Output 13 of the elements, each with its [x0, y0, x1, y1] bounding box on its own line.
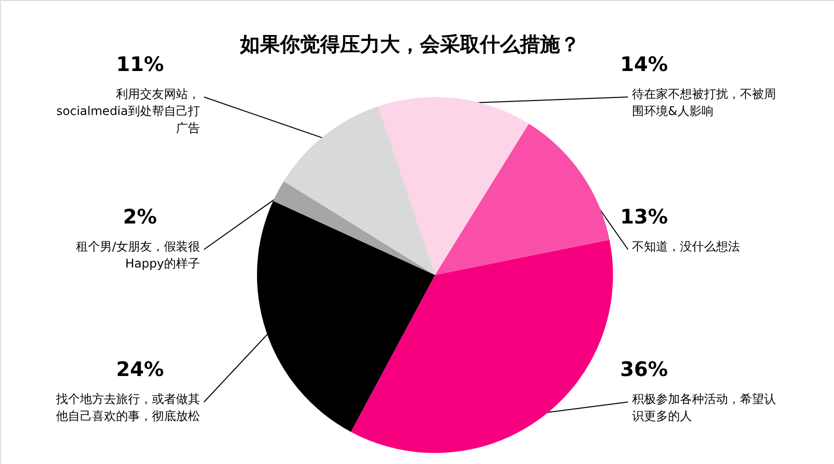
data-label: 24% [116, 357, 164, 381]
data-label: 36% [620, 357, 668, 381]
slice-label: 租个男/女朋友，假装很Happy的样子 [76, 240, 200, 270]
slice-label: 待在家不想被打扰，不被周围环境&人影响 [632, 87, 776, 118]
data-label: 13% [620, 204, 668, 228]
data-label: 11% [116, 52, 164, 76]
data-label: 14% [620, 52, 668, 76]
slice-label: 不知道，没什么想法 [632, 240, 740, 254]
chart-title: 如果你觉得压力大，会采取什么措施？ [239, 32, 580, 56]
slice-label: 积极参加各种活动，希望认识更多的人 [632, 392, 776, 423]
slice-label: 利用交友网站，socialmedia到处帮自己打广告 [56, 87, 200, 135]
slice-label: 找个地方去旅行，或者做其他自己喜欢的事，彻底放松 [55, 392, 200, 423]
data-label: 2% [123, 204, 157, 228]
